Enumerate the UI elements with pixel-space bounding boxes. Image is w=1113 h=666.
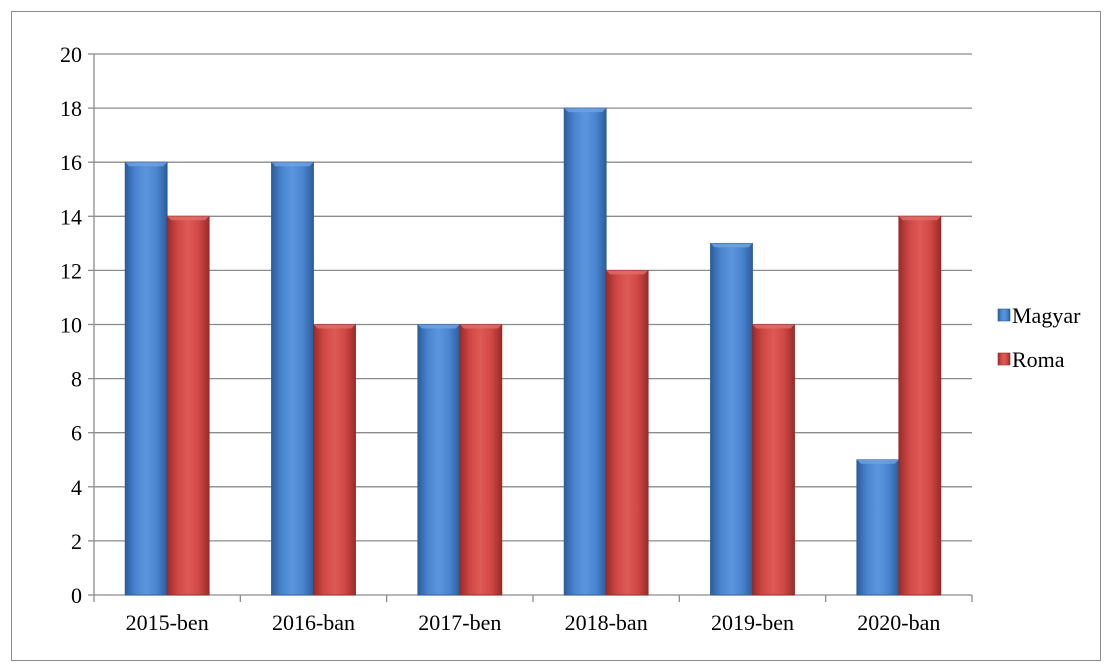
- legend: Magyar Roma: [997, 303, 1081, 372]
- bar-bevel: [459, 324, 502, 329]
- y-tick-label: 2: [71, 529, 82, 554]
- y-tick-label: 0: [71, 583, 82, 608]
- y-tick-label: 8: [71, 367, 82, 392]
- x-tick-label: 2018-ban: [565, 610, 648, 635]
- gridlines: [94, 53, 972, 542]
- legend-swatch-roma: [997, 352, 1011, 366]
- bar-bevel: [167, 216, 210, 221]
- bar-bevel: [856, 459, 899, 464]
- bar-magyar-2015-ben: [124, 161, 168, 596]
- bar-bevel: [752, 324, 795, 329]
- y-tick-label: 20: [60, 42, 82, 67]
- bar-magyar-2016-ban: [271, 161, 314, 596]
- tick-labels: 0 2 4 6 8 10 12 14 16 18 20 2015-ben 2016-ban 2017-be…: [60, 42, 940, 635]
- axes: [88, 53, 973, 602]
- y-tick-label: 18: [60, 96, 82, 121]
- bar-magyar-2020-ban: [856, 459, 900, 596]
- bar-roma-2019-ben: [752, 324, 795, 596]
- bar-bevel: [271, 162, 314, 167]
- bar-magyar-2019-ben: [710, 242, 753, 596]
- bar-magyar-2017-ben: [417, 324, 461, 596]
- bar-bevel: [710, 243, 753, 248]
- bar-roma-2015-ben: [166, 215, 210, 596]
- bar-bevel: [313, 324, 356, 329]
- y-tick-label: 14: [60, 204, 82, 229]
- bar-bevel: [898, 216, 941, 221]
- bar-magyar-2018-ban: [563, 107, 607, 596]
- legend-label-magyar: Magyar: [1012, 303, 1081, 328]
- bar-bevel: [564, 108, 607, 113]
- bar-roma-2018-ban: [605, 269, 649, 596]
- x-tick-label: 2016-ban: [272, 610, 355, 635]
- x-tick-label: 2015-ben: [126, 610, 209, 635]
- bar-bevel: [125, 162, 168, 167]
- y-tick-label: 6: [71, 421, 82, 446]
- x-tick-label: 2020-ban: [857, 610, 940, 635]
- y-tick-label: 4: [71, 475, 82, 500]
- y-tick-label: 12: [60, 258, 82, 283]
- bar-roma-2020-ban: [898, 215, 942, 596]
- bar-bevel: [417, 324, 460, 329]
- bars: [124, 107, 942, 596]
- bar-bevel: [606, 270, 649, 275]
- bar-roma-2016-ban: [313, 324, 356, 596]
- x-tick-label: 2017-ben: [418, 610, 501, 635]
- legend-label-roma: Roma: [1012, 347, 1065, 372]
- legend-swatch-magyar: [997, 308, 1011, 322]
- x-tick-label: 2019-ben: [711, 610, 794, 635]
- y-tick-label: 10: [60, 313, 82, 338]
- bar-roma-2017-ben: [459, 324, 503, 596]
- y-tick-label: 16: [60, 150, 82, 175]
